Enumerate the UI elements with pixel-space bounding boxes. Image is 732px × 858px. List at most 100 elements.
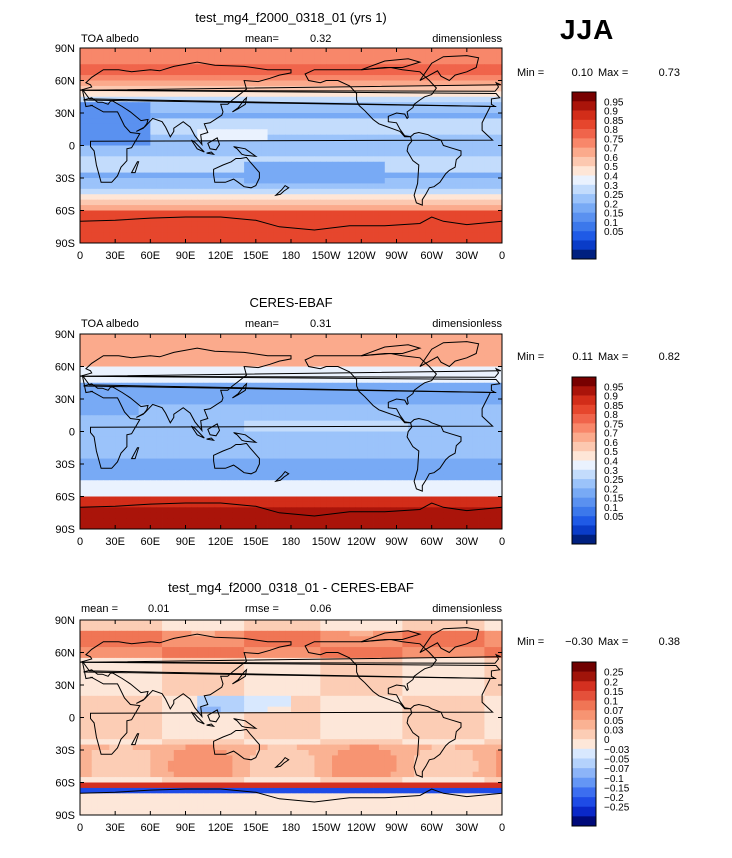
map-cell (460, 53, 468, 60)
map-cell (296, 172, 304, 179)
map-cell (285, 426, 292, 432)
map-cell (408, 442, 415, 449)
map-cell (208, 442, 216, 449)
map-cell (373, 232, 380, 238)
map-cell (138, 161, 145, 168)
map-cell (220, 355, 227, 362)
map-cell (373, 339, 380, 346)
map-cell (302, 215, 309, 222)
map-cell (197, 221, 204, 228)
map-cell (367, 334, 374, 340)
map-cell (402, 129, 409, 136)
map-cell (408, 415, 415, 422)
map-cell (419, 64, 427, 71)
map-cell (402, 355, 409, 362)
continent-outline (304, 66, 438, 138)
map-cell (126, 458, 134, 465)
map-cell (449, 469, 456, 476)
map-cell (490, 53, 497, 60)
map-cell (238, 96, 245, 103)
map-cell (478, 491, 485, 497)
map-cell (449, 442, 456, 449)
map-cell (197, 453, 204, 459)
map-cell (267, 123, 274, 130)
map-cell (244, 91, 251, 98)
map-cell (97, 145, 104, 152)
map-cell (390, 118, 397, 125)
map-cell (355, 399, 362, 405)
map-cell (449, 129, 456, 136)
map-cell (126, 344, 134, 351)
map-cell (109, 221, 116, 228)
map-cell (85, 145, 93, 152)
map-cell (314, 232, 321, 238)
x-tick-label: 120E (208, 250, 234, 262)
x-tick-label: 60W (420, 250, 443, 262)
map-cell (308, 123, 315, 130)
map-cell (238, 156, 245, 163)
map-cell (226, 118, 233, 125)
map-cell (425, 496, 433, 503)
map-cell (419, 80, 427, 87)
map-cell (179, 458, 186, 465)
map-cell (267, 447, 274, 454)
map-cell (144, 48, 151, 54)
map-cell (466, 199, 474, 206)
map-cell (273, 334, 280, 340)
map-cell (396, 491, 403, 497)
map-cell (173, 129, 181, 136)
map-cell (437, 91, 444, 98)
map-cell (367, 232, 374, 238)
map-cell (431, 161, 438, 168)
map-cell (373, 188, 380, 195)
map-cell (431, 210, 438, 217)
map-cell (249, 409, 257, 416)
map-cell (414, 491, 421, 497)
map-cell (425, 382, 433, 389)
map-cell (244, 58, 251, 65)
map-cell (267, 415, 274, 422)
map-cell (466, 140, 474, 146)
map-cell (314, 393, 321, 400)
map-cell (208, 491, 216, 497)
header-units: dimensionless (432, 33, 502, 45)
map-cell (408, 232, 415, 238)
map-cell (80, 215, 87, 222)
map-cell (279, 210, 286, 217)
map-cell (437, 172, 444, 179)
map-cell (478, 474, 485, 481)
colorbar-box (572, 166, 596, 176)
map-cell (244, 464, 251, 470)
map-cell (167, 469, 175, 476)
map-cell (472, 480, 479, 487)
map-cell (408, 123, 415, 130)
map-cell (296, 469, 304, 476)
map-cell (238, 469, 245, 476)
map-cell (343, 371, 351, 378)
map-cell (162, 388, 169, 394)
map-cell (296, 415, 304, 422)
map-cell (349, 469, 356, 476)
map-cell (373, 361, 380, 367)
map-cell (279, 436, 286, 443)
map-cell (343, 53, 351, 60)
map-cell (490, 415, 497, 422)
map-cell (349, 205, 356, 211)
map-cell (132, 458, 140, 465)
map-cell (285, 388, 292, 394)
map-cell (103, 161, 110, 168)
map-cell (396, 48, 403, 54)
map-cell (156, 75, 163, 81)
map-cell (238, 237, 245, 244)
map-cell (332, 469, 339, 476)
map-cell (455, 409, 462, 416)
map-cell (261, 140, 268, 146)
map-cell (244, 388, 251, 394)
map-cell (179, 361, 186, 367)
map-cell (355, 96, 362, 103)
map-cell (308, 491, 315, 497)
map-cell (361, 156, 368, 163)
map-cell (103, 453, 110, 459)
map-cell (226, 129, 233, 136)
map-cell (156, 221, 163, 228)
